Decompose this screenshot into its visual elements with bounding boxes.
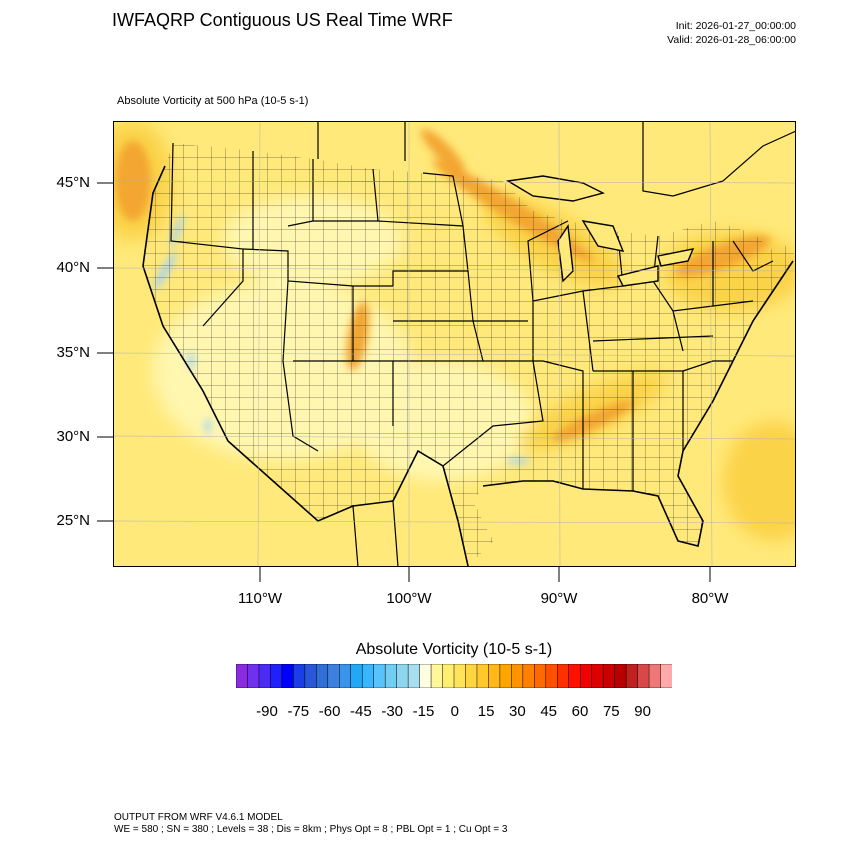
plot-title: IWFAQRP Contiguous US Real Time WRF — [112, 10, 453, 30]
colorbar-tick-label: 90 — [634, 703, 651, 720]
lat-label-40n: 40°N — [56, 259, 90, 276]
colorbar — [236, 664, 672, 688]
colorbar-tick-label: 30 — [509, 703, 526, 720]
colorbar-tick-label: 0 — [450, 703, 459, 720]
vorticity-map — [113, 121, 796, 567]
colorbar-tick-label: -15 — [412, 703, 435, 720]
country-boundaries — [317, 121, 796, 567]
valid-time: Valid: 2026-01-28_06:00:00 — [667, 34, 796, 46]
model-info: OUTPUT FROM WRF V4.6.1 MODEL — [114, 812, 283, 823]
map-border — [113, 121, 796, 567]
colorbar-tick-label: -30 — [381, 703, 404, 720]
colorbar-swatch — [625, 664, 639, 688]
colorbar-swatch — [293, 664, 306, 688]
colorbar-swatch — [602, 664, 616, 688]
state-boundaries — [170, 142, 774, 491]
colorbar-swatch — [384, 664, 398, 688]
colorbar-swatch — [579, 664, 593, 688]
colorbar-swatch — [453, 664, 467, 688]
colorbar-tick-label: -75 — [287, 703, 310, 720]
model-config: WE = 580 ; SN = 380 ; Levels = 38 ; Dis … — [114, 824, 508, 835]
field-max-band — [421, 129, 465, 173]
colorbar-swatch — [660, 664, 672, 688]
colorbar-tick-label: -90 — [256, 703, 278, 720]
colorbar-tick-label: 75 — [602, 703, 620, 720]
colorbar-swatch — [534, 664, 547, 688]
colorbar-swatch — [442, 664, 455, 688]
colorbar-tick-label: -60 — [318, 703, 341, 720]
colorbar-swatch — [361, 664, 375, 688]
lon-label-110w: 110°W — [237, 590, 283, 607]
colorbar-swatch — [258, 664, 271, 688]
colorbar-swatch — [488, 664, 501, 688]
lat-label-25n: 25°N — [56, 512, 90, 529]
colorbar-swatch — [522, 664, 535, 688]
colorbar-swatch — [465, 664, 478, 688]
lat-label-30n: 30°N — [56, 428, 90, 445]
colorbar-tick-label: -45 — [350, 703, 372, 720]
colorbar-swatch — [614, 664, 627, 688]
colorbar-swatch — [304, 664, 317, 688]
lon-label-90w: 90°W — [540, 590, 578, 607]
lon-label-100w: 100°W — [386, 590, 432, 607]
colorbar-swatch — [270, 664, 283, 688]
colorbar-tick-label: 60 — [571, 703, 589, 720]
field-mid-patch — [723, 421, 796, 541]
colorbar-swatch — [430, 664, 444, 688]
colorbar-swatch — [316, 664, 329, 688]
field-subtitle: Absolute Vorticity at 500 hPa (10-5 s-1) — [117, 95, 309, 107]
colorbar-title: Absolute Vorticity (10-5 s-1) — [355, 641, 553, 658]
colorbar-swatch — [339, 664, 352, 688]
colorbar-swatch — [327, 664, 340, 688]
colorbar-swatch — [476, 664, 489, 688]
colorbar-swatch — [511, 664, 524, 688]
field-negative-patch — [205, 418, 211, 434]
colorbar-swatch — [373, 664, 386, 688]
colorbar-swatch — [591, 664, 604, 688]
colorbar-swatch — [419, 664, 432, 688]
colorbar-swatch — [557, 664, 570, 688]
conus-coastline — [142, 165, 794, 567]
colorbar-swatch — [637, 664, 650, 688]
init-time: Init: 2026-01-27_00:00:00 — [675, 20, 796, 32]
colorbar-swatch — [236, 664, 249, 688]
colorbar-swatch — [281, 664, 294, 688]
lat-label-35n: 35°N — [56, 344, 90, 361]
colorbar-swatch — [648, 664, 662, 688]
colorbar-swatch — [499, 664, 512, 688]
lon-label-80w: 80°W — [691, 590, 729, 607]
colorbar-swatch — [247, 664, 260, 688]
colorbar-swatch — [407, 664, 421, 688]
colorbar-tick-label: 45 — [540, 703, 558, 720]
colorbar-swatch — [568, 664, 581, 688]
colorbar-swatch — [545, 664, 558, 688]
graticule — [113, 121, 796, 567]
colorbar-swatch — [350, 664, 363, 688]
lat-label-45n: 45°N — [56, 174, 90, 191]
colorbar-tick-label: 15 — [477, 703, 495, 720]
colorbar-swatch — [396, 664, 409, 688]
